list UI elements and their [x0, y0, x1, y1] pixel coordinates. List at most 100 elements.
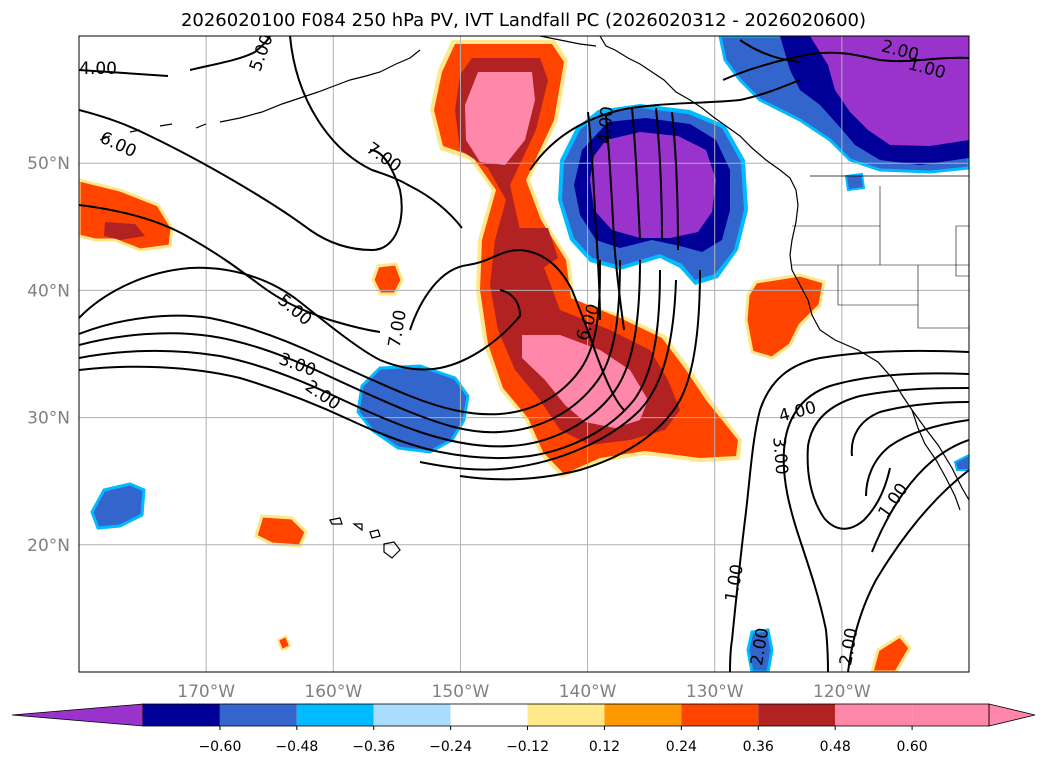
contour-label: 7.00	[362, 139, 404, 177]
contour-label-text: 5.00	[246, 32, 278, 74]
contour-label: 4.00	[79, 59, 117, 79]
contour-line	[806, 387, 969, 530]
colorbar-tick-label: −0.24	[429, 739, 472, 755]
colorbar-tick-label: −0.36	[352, 739, 395, 755]
coastline-layer	[99, 36, 969, 559]
positive-anomaly-blob	[254, 514, 308, 548]
contour-label: 7.00	[385, 308, 411, 349]
colorbar-segment	[681, 704, 759, 726]
contour-line	[671, 111, 679, 251]
contour-line	[289, 36, 463, 229]
contour-label: 4.00	[777, 398, 819, 427]
longitude-tick-label: 130°W	[686, 682, 744, 702]
colorbar-segment	[758, 704, 836, 726]
positive-anomaly-blob	[870, 634, 912, 672]
latitude-tick-label: 20°N	[27, 536, 70, 556]
contour-line	[850, 401, 969, 457]
negative-anomaly-blob	[953, 453, 969, 471]
colorbar-outline	[142, 703, 990, 727]
colorbar-segment	[450, 704, 528, 726]
positive-anomaly-blob	[79, 178, 174, 252]
contour-line	[739, 39, 801, 63]
contour-label-text: 4.00	[79, 59, 117, 79]
colorbar-segment	[604, 704, 682, 726]
colorbar-segment	[373, 704, 451, 726]
colorbar-segment	[143, 704, 220, 726]
figure-title: 2026020100 F084 250 hPa PV, IVT Landfall…	[180, 10, 867, 31]
longitude-tick-label: 170°W	[177, 682, 235, 702]
positive-anomaly-pink	[522, 335, 648, 428]
contour-line	[631, 107, 641, 241]
contour-line	[587, 111, 601, 321]
contour-line	[409, 248, 625, 411]
contour-line	[79, 259, 601, 416]
state-borders	[792, 186, 969, 329]
contour-label-text: 6.00	[97, 128, 140, 162]
contour-line	[79, 69, 169, 77]
positive-anomaly-blob	[276, 634, 292, 652]
colorbar-extend-low	[11, 703, 144, 727]
latitude-tick-label: 50°N	[27, 154, 70, 174]
map-frame	[78, 35, 970, 673]
latitude-tick-label: 40°N	[27, 281, 70, 301]
colorbar-tick-label: −0.60	[198, 739, 241, 755]
positive-anomaly-pink	[465, 72, 535, 165]
contour-label: 3.00	[768, 436, 791, 475]
colorbar-segment	[527, 704, 605, 726]
contour-label: 1.00	[722, 563, 748, 604]
contour-label-text: 3.00	[768, 436, 791, 475]
longitude-tick-label: 120°W	[813, 682, 871, 702]
positive-anomaly-blob	[371, 262, 404, 296]
contour-line	[782, 372, 969, 672]
colorbar-tick-label: 0.48	[820, 739, 851, 755]
contour-line	[79, 204, 381, 333]
longitude-tick-label: 160°W	[304, 682, 362, 702]
contour-line	[655, 107, 663, 241]
north-america-coastline	[599, 36, 969, 501]
contour-line	[865, 419, 969, 497]
contour-line	[79, 109, 403, 252]
colorbar-tick-label: 0.60	[897, 739, 928, 755]
contour-line	[419, 279, 677, 471]
contour-line	[379, 289, 522, 371]
axis-label-layer: 170°W 160°W 150°W 140°W 130°W 120°W 20°N 30°N 40…	[27, 154, 871, 702]
colorbar-extend-high	[988, 703, 1036, 727]
colorbar-tick-label: −0.48	[275, 739, 318, 755]
colorbar-segment	[219, 704, 297, 726]
alaska-coastline	[539, 36, 597, 47]
contour-line	[729, 349, 969, 672]
aleutian-islands	[99, 49, 421, 141]
contour-layer	[79, 36, 969, 672]
positive-anomaly-blob	[744, 273, 826, 360]
contour-line	[79, 259, 621, 434]
contour-label-text: 1.00	[722, 563, 748, 604]
contour-line	[605, 115, 625, 331]
contour-label-text: 2.00	[836, 626, 862, 667]
colorbar-tick-label: 0.36	[743, 739, 774, 755]
longitude-tick-label: 140°W	[559, 682, 617, 702]
negative-anomaly-blob	[844, 172, 866, 192]
longitude-tick-label: 150°W	[432, 682, 490, 702]
colorbar-segment	[912, 704, 989, 726]
colorbar-segment	[296, 704, 374, 726]
negative-anomaly-purple	[590, 132, 716, 238]
negative-anomaly-blob	[90, 482, 146, 530]
positive-anomaly-red-patch	[104, 222, 145, 240]
contour-line	[847, 469, 969, 672]
contour-line	[189, 36, 271, 71]
contour-label: 4.00	[595, 105, 618, 144]
contour-line	[79, 269, 661, 460]
contour-line	[79, 266, 381, 361]
negative-anomaly-purple	[810, 36, 969, 146]
hawaii-islands	[329, 517, 401, 559]
negative-anomaly-blob	[746, 628, 774, 672]
colorbar-tick-label: 0.24	[666, 739, 697, 755]
colorbar-segment	[835, 704, 913, 726]
contour-label: 2.00	[836, 626, 862, 667]
contour-label-text: 4.00	[777, 398, 819, 427]
colorbar: −0.60 −0.48 −0.36 −0.24 −0.12 0.12 0.24 0.36 0.4…	[11, 703, 1036, 755]
contour-label-text: 4.00	[595, 105, 618, 144]
contour-label-text: 7.00	[385, 308, 411, 349]
contour-line	[722, 51, 969, 81]
